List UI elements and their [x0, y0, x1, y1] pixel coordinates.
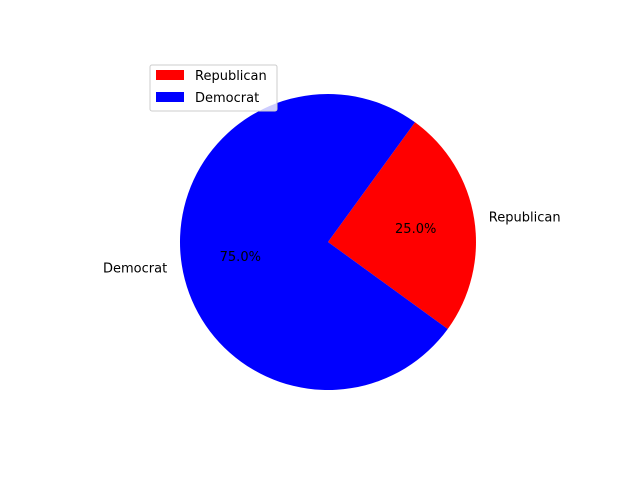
slice-label-democrat: Democrat [103, 262, 167, 277]
legend: Republican Democrat [149, 64, 278, 112]
legend-swatch-republican [156, 70, 184, 80]
slice-labels: Republican Democrat [103, 211, 561, 277]
legend-label-democrat: Democrat [195, 91, 259, 106]
pie-slice-republican [328, 122, 476, 329]
legend-label-republican: Republican [195, 69, 267, 84]
percent-label-democrat: 75.0% [220, 250, 261, 265]
percent-label-republican: 25.0% [395, 222, 436, 237]
percent-labels: 25.0% 75.0% [220, 222, 437, 265]
slice-label-republican: Republican [489, 211, 561, 226]
legend-swatch-democrat [156, 92, 184, 102]
pie-slice-democrat [179, 94, 448, 391]
pie-slices [179, 94, 476, 391]
